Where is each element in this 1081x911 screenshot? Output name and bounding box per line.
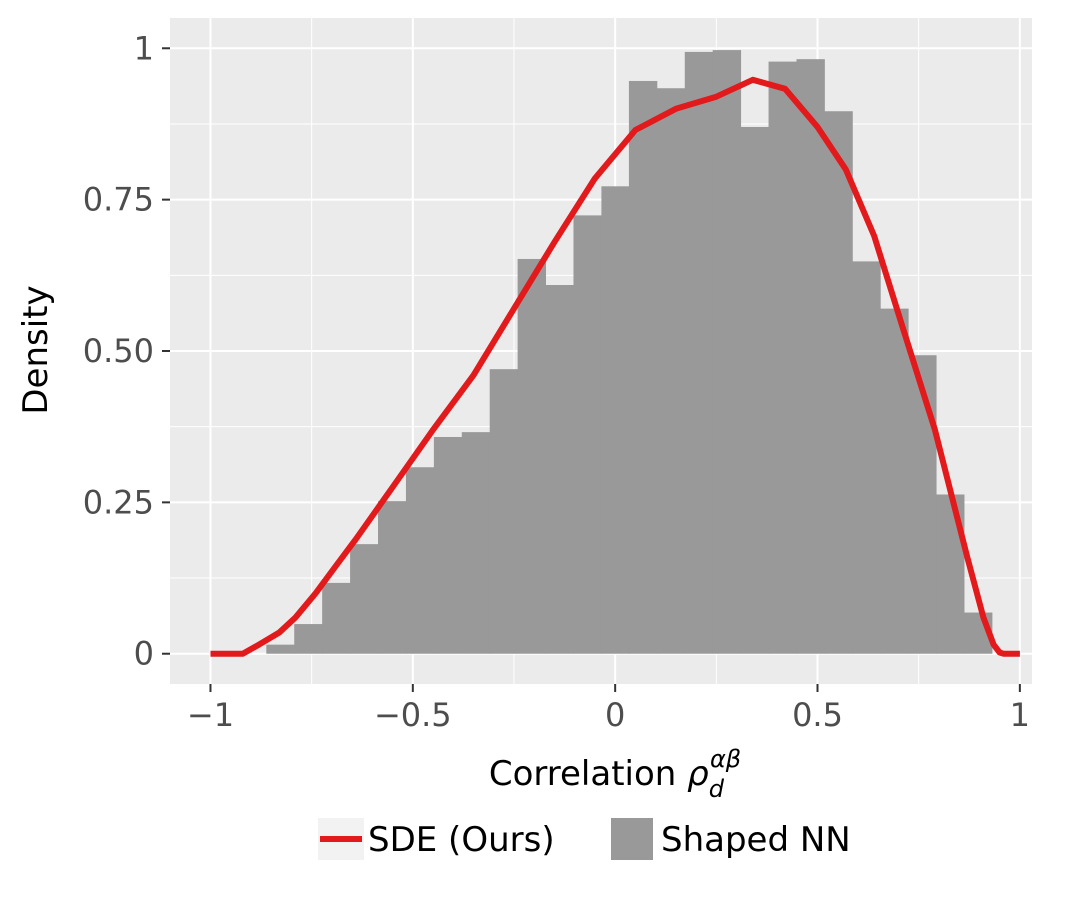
histogram-bar: [628, 80, 658, 654]
sde-density-line: [210, 76, 1020, 657]
histogram-bar: [489, 369, 519, 654]
legend: SDE (Ours) Shaped NN: [318, 818, 851, 860]
y-axis-ticks: 0 0.25 0.50 0.75 1: [83, 29, 170, 673]
x-tick-label: −0.5: [374, 696, 452, 734]
x-tick-label: 1: [1010, 696, 1030, 734]
histogram-bar: [405, 467, 435, 654]
histogram-bar: [601, 186, 630, 654]
x-tick-label: −1: [187, 696, 234, 734]
histogram-bar: [740, 126, 770, 654]
histogram-bar: [796, 59, 825, 654]
y-axis-title: Density: [16, 285, 56, 414]
legend-label-sde: SDE (Ours): [368, 820, 555, 860]
histogram-bar: [684, 51, 714, 654]
histogram-bar: [852, 261, 881, 654]
histogram-bar: [656, 88, 686, 654]
histogram-bar: [266, 644, 295, 654]
histogram-bar: [712, 50, 742, 654]
histogram-bar: [545, 285, 574, 654]
legend-swatch-shaped-nn: [611, 818, 653, 860]
x-tick-label: 0.5: [792, 696, 843, 734]
x-axis-ticks: −1 −0.5 0 0.5 1: [187, 684, 1030, 734]
histogram-bar: [768, 61, 797, 654]
histogram-bars: [266, 50, 993, 654]
histogram-bar: [461, 432, 491, 654]
histogram-bar: [350, 544, 379, 654]
histogram-bar: [573, 215, 602, 654]
histogram-bar: [294, 624, 323, 654]
legend-label-shaped-nn: Shaped NN: [661, 820, 851, 860]
histogram-bar: [824, 111, 853, 654]
x-axis-title: Correlation ρdαβ: [489, 745, 741, 803]
y-tick-label: 0.75: [83, 181, 154, 219]
y-tick-label: 0.25: [83, 483, 154, 521]
y-tick-label: 0.50: [83, 332, 154, 370]
x-tick-label: 0: [605, 696, 625, 734]
y-tick-label: 0: [134, 635, 154, 673]
histogram-bar: [378, 501, 407, 654]
histogram-bar: [880, 308, 909, 654]
histogram-bar: [517, 258, 547, 654]
histogram-bar: [908, 355, 937, 654]
y-tick-label: 1: [134, 29, 154, 67]
histogram-bar: [433, 436, 463, 654]
histogram-bar: [322, 582, 351, 654]
